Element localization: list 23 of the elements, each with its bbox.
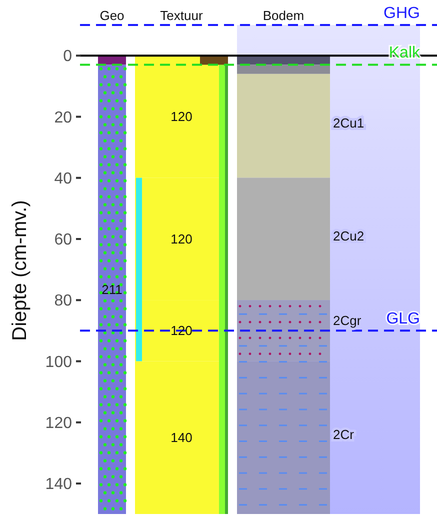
text: 2Cgr [333,313,362,328]
annotation: 120 [170,323,192,338]
x-tick-label: Bodem [262,8,304,23]
y-tick-label: 0 [63,48,72,66]
annotation: 211 [102,282,122,297]
y-tick-label: 120 [45,414,72,432]
y-tick-label: 40 [54,170,72,188]
annotation: 120 [170,231,192,246]
text: 2Cu1 [333,115,364,130]
y-tick-label: 80 [54,292,72,310]
annotation: 120 [170,109,192,124]
ref-line-label: GLG [386,310,420,328]
text: 2Cu2 [333,228,364,244]
text: 2Cr [333,427,355,442]
y-tick-label: 20 [54,109,72,126]
y-tick-label: 140 [45,476,72,494]
x-tick-label: Textuur [160,8,204,23]
x-tick-label: Geo [100,8,124,23]
annotation: 140 [170,430,192,446]
ref-line-label: GHG [384,5,420,22]
y-tick-label: 60 [54,232,72,249]
y-tick-label: 100 [45,354,72,371]
y-axis-title: Diepte (cm-mv.) [9,200,31,341]
